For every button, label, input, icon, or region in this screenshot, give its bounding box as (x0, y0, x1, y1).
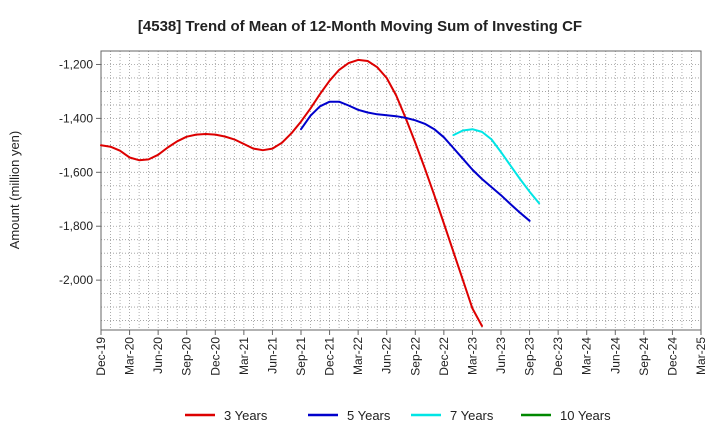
grid (101, 51, 701, 330)
x-tick-label: Sep-20 (180, 337, 194, 376)
legend-label-3-years: 3 Years (224, 408, 268, 423)
series-line-7-years (452, 128, 541, 205)
legend: 3 Years 5 Years 7 Years 10 Years (185, 408, 611, 423)
y-tick-label: -1,200 (59, 57, 93, 71)
legend-label-7-years: 7 Years (450, 408, 494, 423)
y-tick-label: -1,600 (59, 165, 93, 179)
legend-label-5-years: 5 Years (347, 408, 391, 423)
x-tick-label: Mar-25 (694, 337, 708, 375)
x-tick-label: Mar-20 (123, 337, 137, 375)
series-line-3-years (100, 58, 483, 327)
x-tick-label: Dec-19 (94, 337, 108, 376)
series-lines (100, 58, 541, 327)
y-tick-label: -1,800 (59, 219, 93, 233)
series-line-5-years (300, 100, 531, 222)
y-tick-label: -2,000 (59, 273, 93, 287)
x-tick-label: Jun-20 (151, 337, 165, 374)
x-tick-label: Dec-22 (437, 337, 451, 376)
y-axis-label: Amount (million yen) (7, 131, 22, 250)
x-tick-label: Dec-20 (208, 337, 222, 376)
chart-title: [4538] Trend of Mean of 12-Month Moving … (138, 18, 582, 35)
x-tick-label: Dec-24 (665, 337, 679, 376)
x-tick-label: Sep-24 (637, 337, 651, 376)
x-tick-label: Sep-22 (408, 337, 422, 376)
y-axis-ticks: -1,200 -1,400 -1,600 -1,800 -2,000 (59, 57, 101, 287)
x-tick-label: Mar-22 (351, 337, 365, 375)
x-tick-label: Mar-23 (465, 337, 479, 375)
x-tick-label: Mar-21 (237, 337, 251, 375)
x-axis-ticks: Dec-19 Mar-20 Jun-20 Sep-20 Dec-20 Mar-21 Jun-… (94, 330, 708, 376)
legend-label-10-years: 10 Years (560, 408, 611, 423)
y-tick-label: -1,400 (59, 111, 93, 125)
x-tick-label: Dec-21 (323, 337, 337, 376)
x-tick-label: Sep-21 (294, 337, 308, 376)
x-tick-label: Sep-23 (523, 337, 537, 376)
x-tick-label: Jun-21 (265, 337, 279, 374)
x-tick-label: Jun-24 (608, 337, 622, 374)
plot-area-border (100, 50, 702, 331)
x-tick-label: Mar-24 (580, 337, 594, 375)
x-tick-label: Dec-23 (551, 337, 565, 376)
x-tick-label: Jun-22 (380, 337, 394, 374)
x-tick-label: Jun-23 (494, 337, 508, 374)
